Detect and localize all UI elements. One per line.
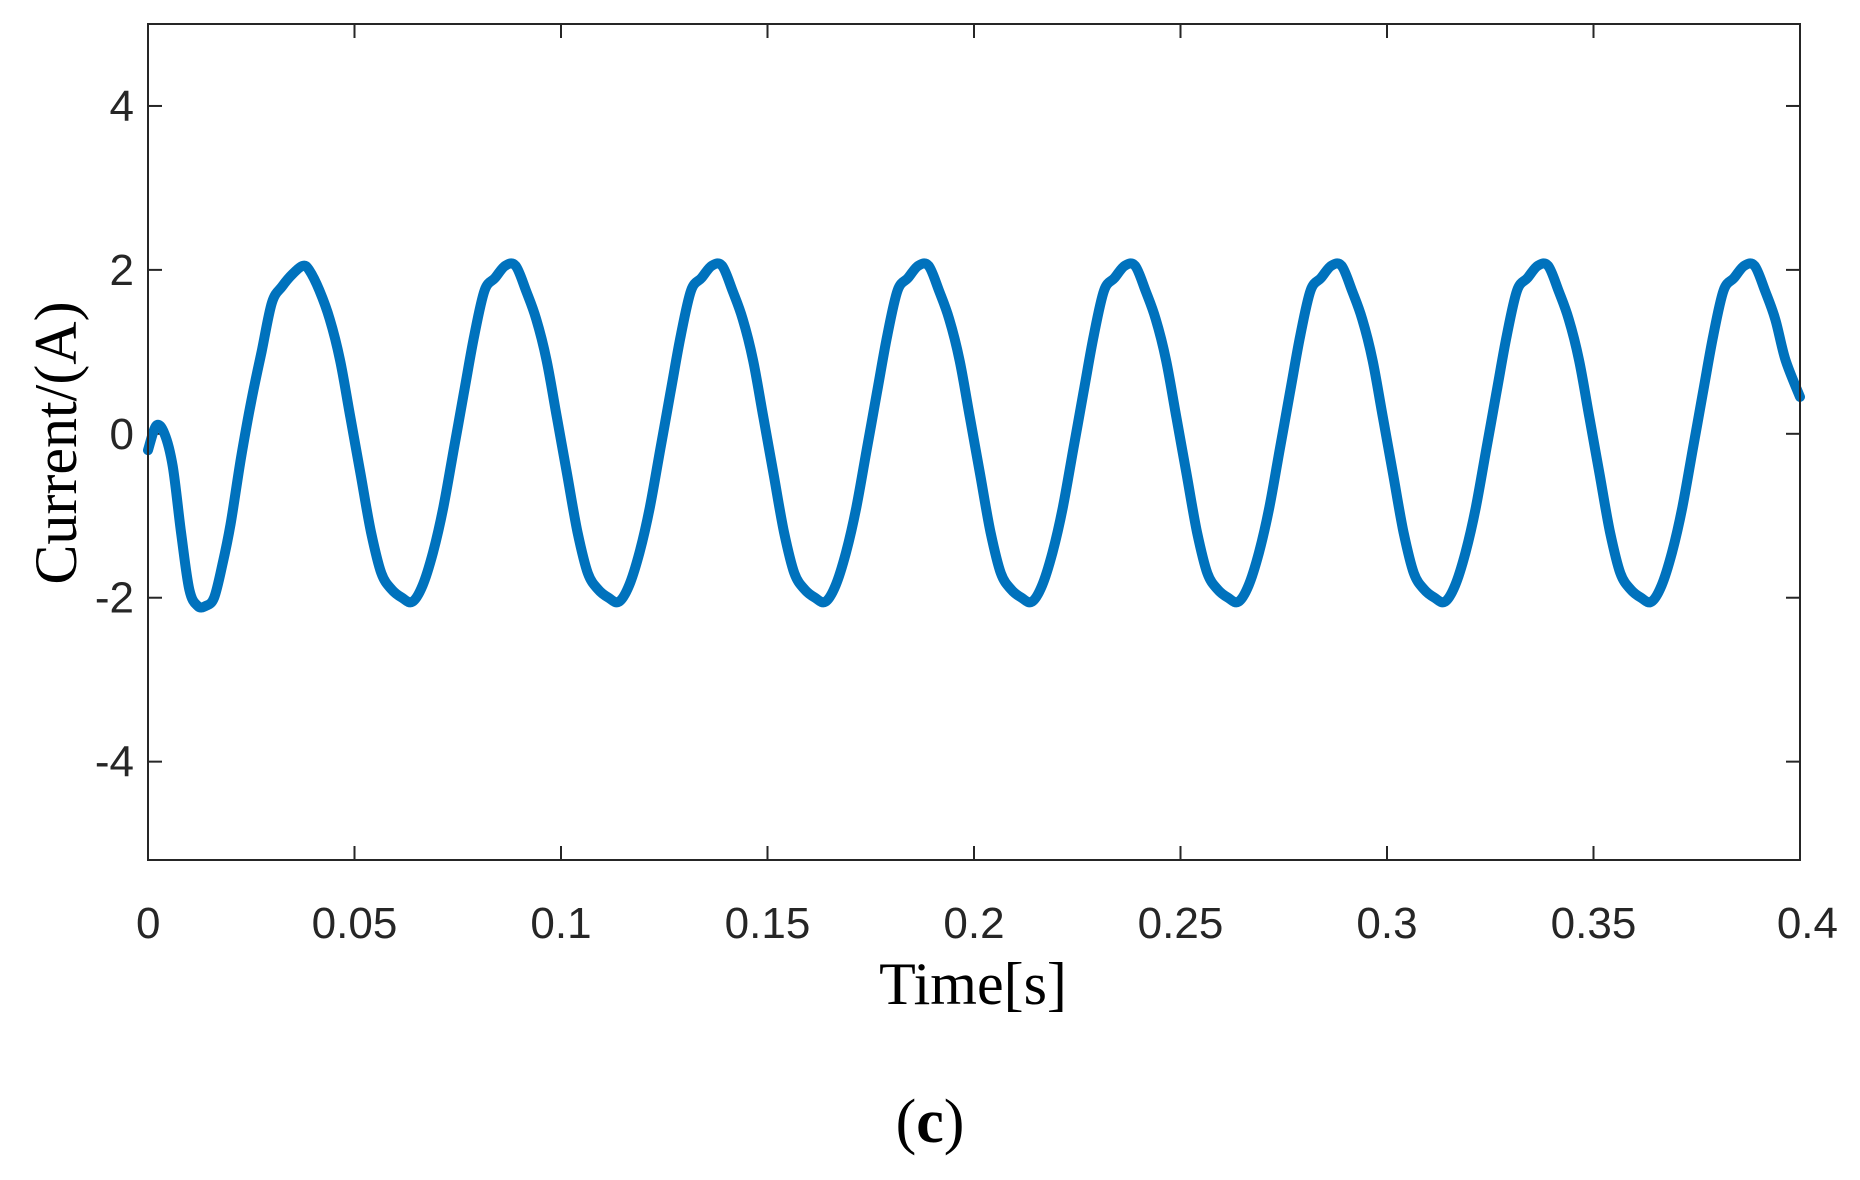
x-tick-label: 0.3 — [1356, 899, 1417, 948]
x-tick-label: 0.15 — [725, 899, 811, 948]
x-tick-label: 0.1 — [530, 899, 591, 948]
x-tick-label: 0.35 — [1551, 899, 1637, 948]
x-tick-label: 0.2 — [943, 899, 1004, 948]
x-tick-label: 0.25 — [1138, 899, 1224, 948]
panel-label-close: ) — [944, 1088, 965, 1156]
y-tick-label: 4 — [110, 82, 134, 131]
x-tick-label: 0.05 — [312, 899, 398, 948]
x-tick-label: 0.4 — [1777, 899, 1838, 948]
panel-label: (c) — [896, 1088, 965, 1156]
panel-label-letter: c — [916, 1088, 944, 1156]
y-axis-label: Current/(A) — [23, 301, 89, 584]
x-tick-label: 0 — [136, 899, 160, 948]
y-tick-label: -4 — [95, 738, 134, 787]
x-axis-ticks: 0 0.05 0.1 0.15 0.2 0.25 0.3 0.35 0.4 — [136, 24, 1838, 948]
plot-area-frame — [147, 23, 1801, 861]
x-axis-label: Time[s] — [879, 951, 1067, 1017]
y-tick-label: -2 — [95, 574, 134, 623]
y-axis-ticks: 4 2 0 -2 -4 — [95, 82, 1800, 787]
current-series-line — [143, 258, 1805, 613]
panel-label-open: ( — [896, 1088, 917, 1156]
y-tick-label: 2 — [110, 246, 134, 295]
y-tick-label: 0 — [110, 410, 134, 459]
